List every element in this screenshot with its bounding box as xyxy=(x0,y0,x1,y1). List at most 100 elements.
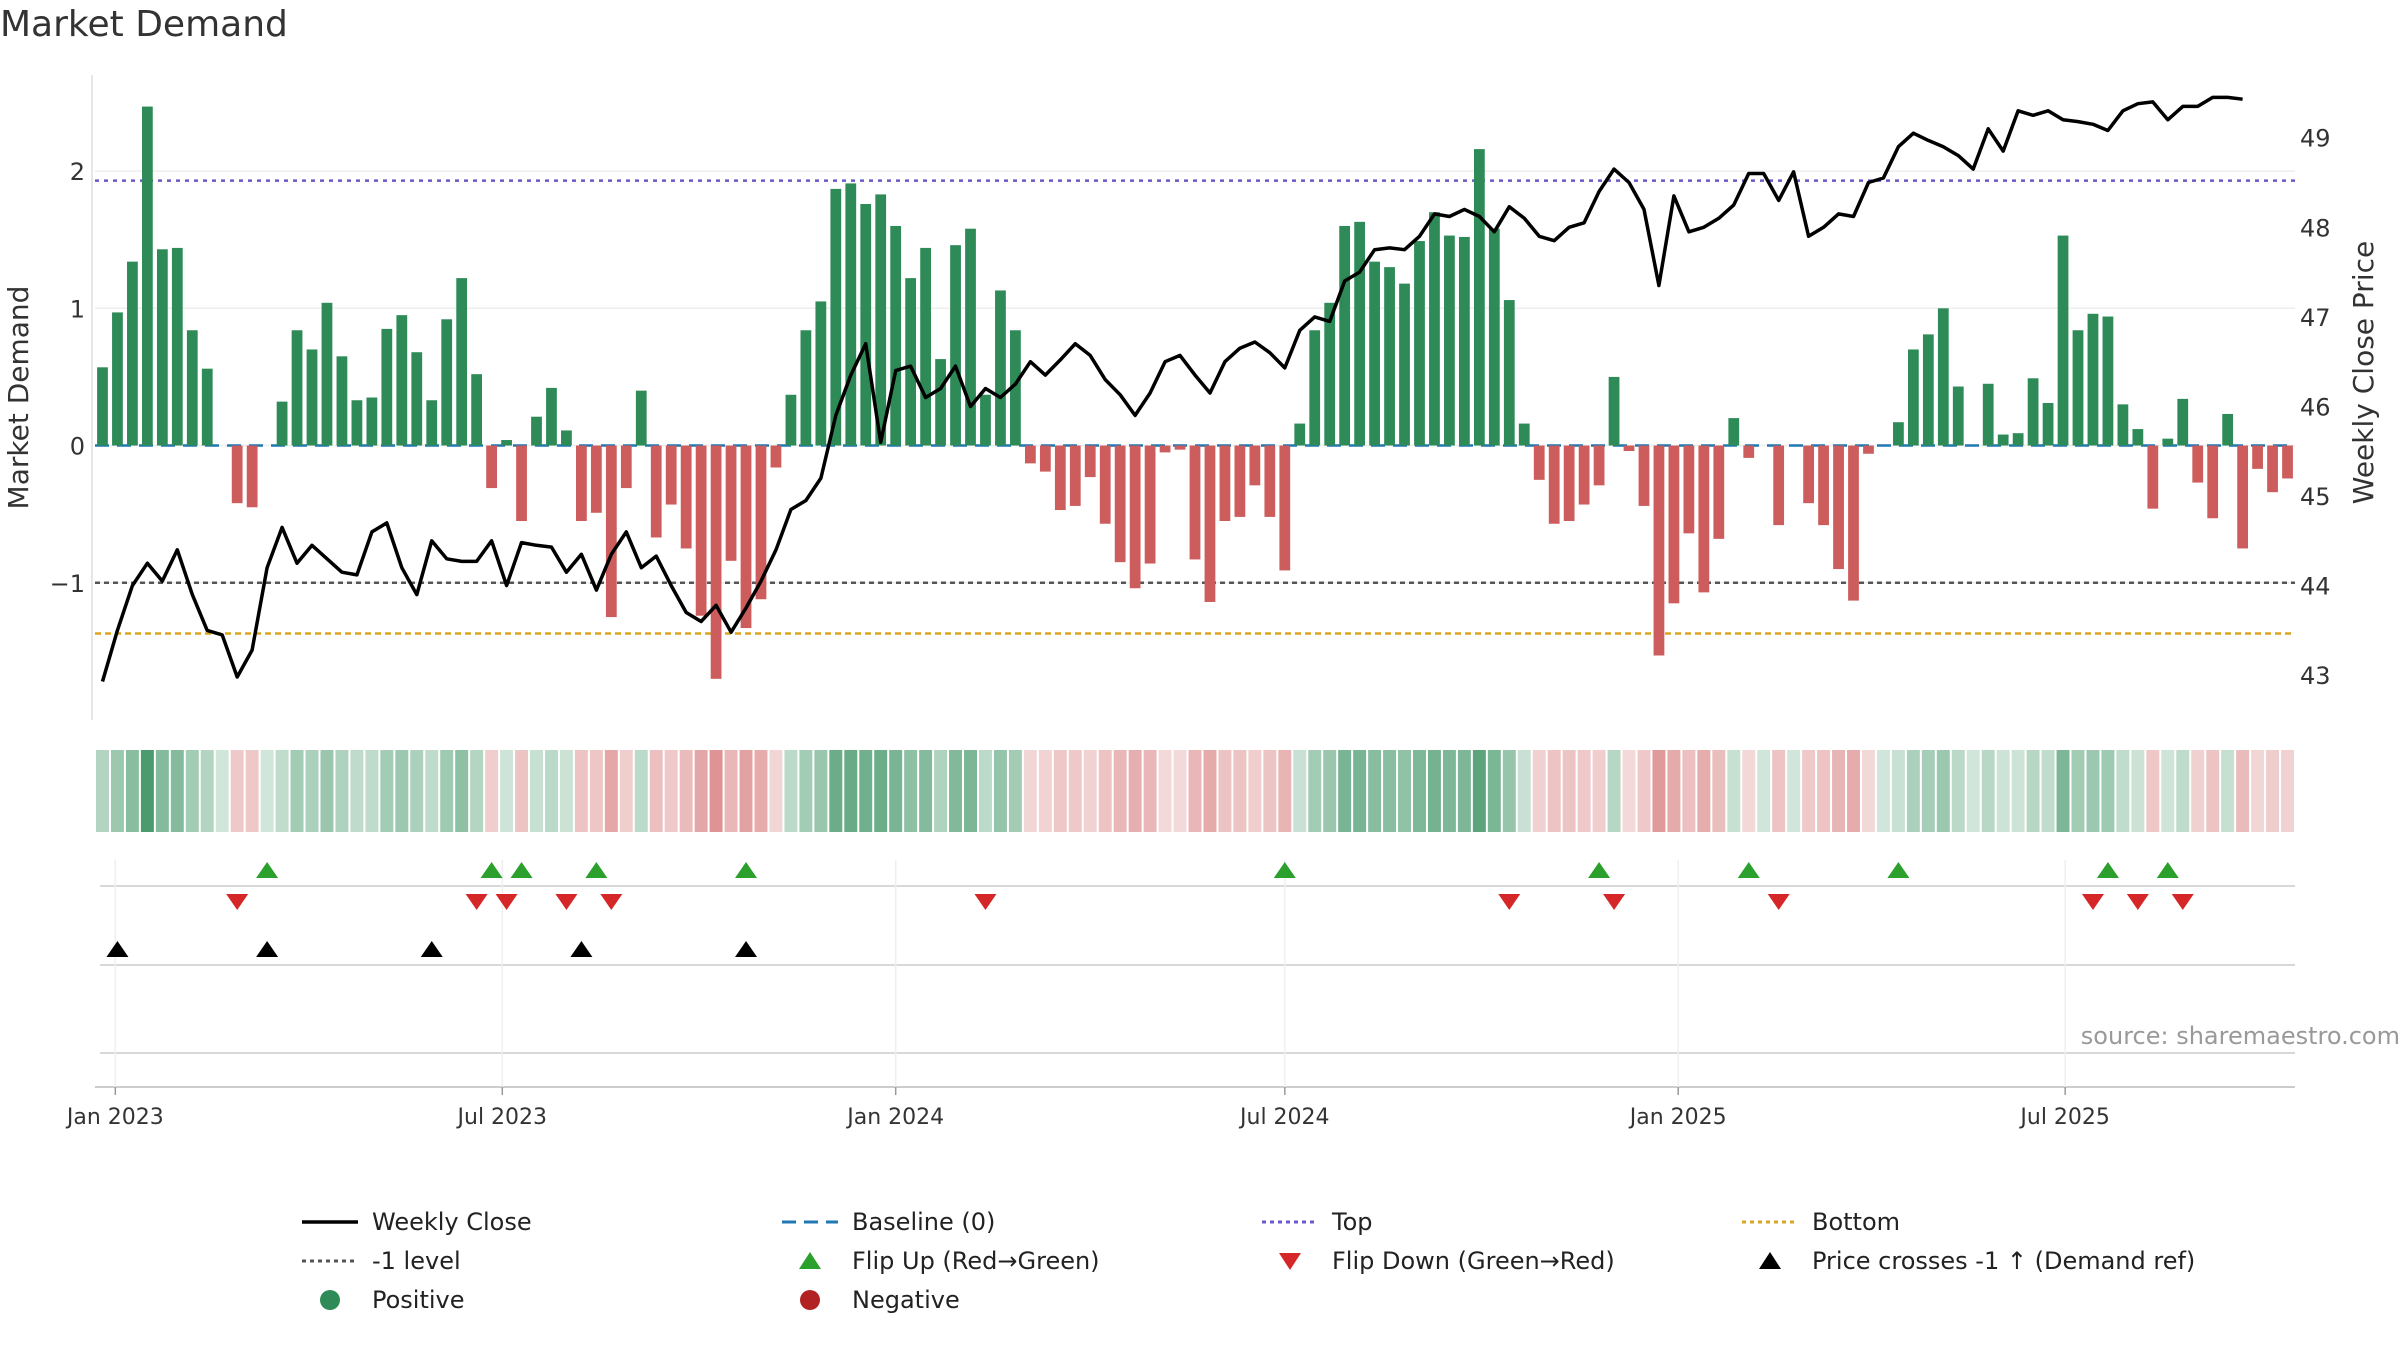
demand-bar xyxy=(441,319,453,446)
heat-cell xyxy=(1143,750,1157,832)
heat-cell xyxy=(200,750,214,832)
demand-bar xyxy=(815,301,827,446)
chart-legend: Weekly Close Baseline (0) Top Bottom -1 leve… xyxy=(300,1205,2250,1335)
demand-bar xyxy=(920,247,931,446)
demand-bar xyxy=(1713,445,1725,539)
y2-tick-label: 44 xyxy=(2300,573,2331,601)
heat-cell xyxy=(1996,750,2010,832)
x-tick-label: Jan 2023 xyxy=(65,1105,164,1130)
flip-up-marker xyxy=(1737,862,1760,878)
demand-bar xyxy=(2012,433,2024,446)
demand-bar xyxy=(1054,445,1066,511)
demand-bar xyxy=(1459,236,1470,446)
heat-cell xyxy=(440,750,454,832)
demand-bar xyxy=(935,359,946,446)
demand-bar xyxy=(1114,445,1126,563)
y2-tick-label: 49 xyxy=(2300,125,2331,153)
heat-cell xyxy=(1802,750,1816,832)
demand-bar xyxy=(1444,235,1455,446)
chart-title: Market Demand xyxy=(0,4,288,45)
demand-bar xyxy=(665,445,677,505)
heat-cell xyxy=(844,750,858,832)
heat-cell xyxy=(1787,750,1801,832)
demand-bar xyxy=(590,445,602,513)
demand-bar xyxy=(1249,445,1261,486)
heat-cell xyxy=(739,750,753,832)
demand-bar xyxy=(1997,434,2009,446)
heat-cell xyxy=(185,750,199,832)
heat-strip xyxy=(96,750,2294,832)
demand-bar xyxy=(1907,349,1919,446)
demand-bar xyxy=(1623,445,1635,452)
heat-cell xyxy=(1173,750,1187,832)
demand-bar xyxy=(471,374,483,446)
heat-cell xyxy=(874,750,888,832)
y-tick-label: −1 xyxy=(50,570,85,598)
heat-cell xyxy=(1218,750,1232,832)
legend-triangle xyxy=(1279,1253,1301,1270)
legend-item: Top xyxy=(1260,1205,1373,1239)
demand-bar xyxy=(950,245,961,446)
demand-bar xyxy=(2057,235,2069,446)
demand-bar xyxy=(2222,413,2234,446)
flip-down-marker xyxy=(1498,894,1521,910)
heat-cell xyxy=(1083,750,1097,832)
flip-down-marker xyxy=(1767,894,1790,910)
cross-up-marker xyxy=(256,941,279,957)
flip-up-marker xyxy=(1588,862,1611,878)
demand-bar xyxy=(1264,445,1276,517)
y2-tick-label: 46 xyxy=(2300,393,2331,421)
demand-bar xyxy=(1653,445,1665,656)
demand-bar xyxy=(1099,445,1111,524)
demand-bar xyxy=(411,352,423,446)
heat-cell xyxy=(2086,750,2100,832)
heat-cell xyxy=(2026,750,2040,832)
heat-cell xyxy=(1023,750,1037,832)
heat-cell xyxy=(1068,750,1082,832)
heat-cell xyxy=(1607,750,1621,832)
heat-cell xyxy=(1951,750,1965,832)
heat-cell xyxy=(724,750,738,832)
demand-bar xyxy=(546,387,557,446)
demand-bar xyxy=(1309,330,1321,446)
heat-cell xyxy=(1293,750,1307,832)
legend-symbol-tri-down xyxy=(1279,1253,1301,1270)
flip-up-marker xyxy=(585,862,608,878)
demand-bar xyxy=(755,445,767,600)
demand-bar xyxy=(1743,445,1755,458)
heat-cell xyxy=(1128,750,1142,832)
demand-bar xyxy=(1354,221,1366,446)
flip-up-marker xyxy=(735,862,758,878)
demand-bar xyxy=(605,445,617,618)
flip-up-marker xyxy=(1273,862,1296,878)
demand-bar xyxy=(1159,445,1171,453)
heat-cell xyxy=(1847,750,1860,832)
legend-item: -1 level xyxy=(300,1244,461,1278)
flip-down-marker xyxy=(495,894,518,910)
heat-cell xyxy=(1637,750,1651,832)
heat-cell xyxy=(769,750,783,832)
heat-cell xyxy=(2011,750,2025,832)
demand-bar xyxy=(201,368,213,446)
heat-cell xyxy=(215,750,229,832)
demand-bar xyxy=(276,401,288,446)
demand-bar xyxy=(2027,378,2039,446)
heat-cell xyxy=(634,750,648,832)
demand-bar xyxy=(1593,445,1605,486)
demand-bar xyxy=(1608,376,1620,446)
demand-bar xyxy=(1833,445,1844,570)
demand-bar xyxy=(860,204,872,446)
demand-bar xyxy=(1578,445,1590,505)
demand-bar xyxy=(1324,302,1336,446)
heat-cell xyxy=(395,750,409,832)
heat-cell xyxy=(260,750,274,832)
legend-label: Positive xyxy=(372,1286,465,1314)
demand-bar xyxy=(231,445,243,504)
demand-bar xyxy=(516,445,527,522)
heat-cell xyxy=(679,750,693,832)
demand-bar xyxy=(1773,445,1785,526)
heat-cell xyxy=(1697,750,1711,832)
flip-down-marker xyxy=(600,894,623,910)
legend-item: Baseline (0) xyxy=(780,1205,995,1239)
heat-cell xyxy=(604,750,618,832)
